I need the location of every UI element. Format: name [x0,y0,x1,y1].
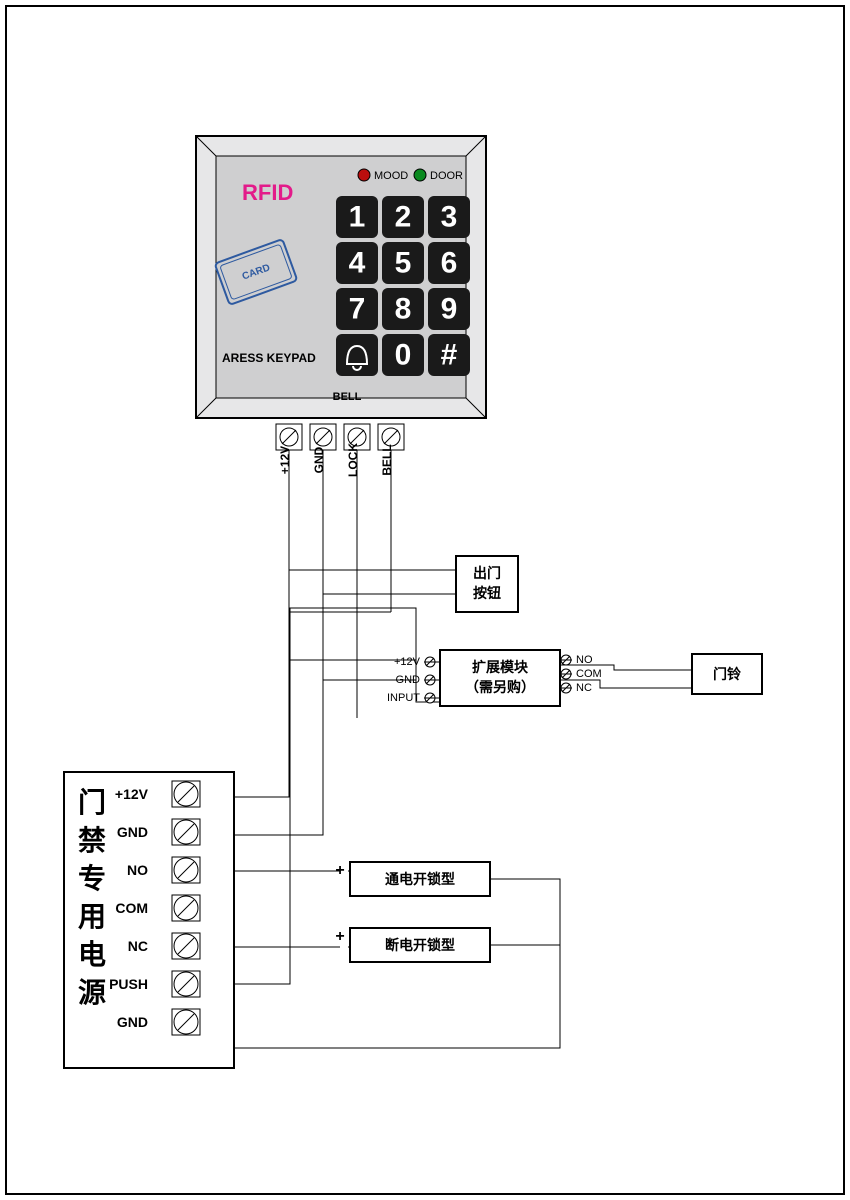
terminal-label: LOCK [346,443,360,477]
bell-text: BELL [333,391,362,403]
led-label: DOOR [430,170,463,182]
svg-text:通电开锁型: 通电开锁型 [385,871,455,887]
brand-label: ARESS KEYPAD [222,351,316,365]
polarity-plus: + [335,928,344,945]
svg-text:NC: NC [576,682,592,694]
psu-title-char: 门 [78,787,106,818]
terminal-label: BELL [380,444,394,475]
svg-text:GND: GND [396,674,421,686]
psu-title-char: 禁 [78,825,106,856]
svg-text:按钮: 按钮 [473,585,501,601]
psu-title-char: 专 [78,863,106,894]
psu-row-label: NO [127,862,148,878]
key-label: # [441,339,458,372]
psu-title-char: 电 [78,939,106,970]
svg-text:NO: NO [576,654,593,666]
key-label: 7 [349,293,366,326]
door-led [414,169,426,181]
key-label: 1 [349,201,366,234]
terminal-label: GND [312,446,326,473]
psu-row-label: PUSH [109,976,148,992]
key-label: 6 [441,247,458,280]
polarity-plus: + [335,862,344,879]
psu-row-label: NC [128,938,148,954]
psu-row-label: COM [115,900,148,916]
mood-led [358,169,370,181]
psu-title-char: 用 [78,901,106,932]
svg-text:扩展模块: 扩展模块 [472,659,529,675]
svg-text:门铃: 门铃 [713,666,741,682]
wire [210,879,560,1048]
svg-text:断电开锁型: 断电开锁型 [385,937,455,953]
key-label: 4 [349,247,366,280]
terminal-label: +12V [278,446,292,474]
key-label: 3 [441,201,458,234]
key-label: 5 [395,247,412,280]
wire [210,450,289,797]
svg-text:（需另购）: （需另购） [465,679,535,695]
svg-text:出门: 出门 [473,565,501,581]
psu-row-label: +12V [115,786,149,802]
svg-text:COM: COM [576,668,602,680]
psu-title-char: 源 [78,977,106,1008]
led-label: MOOD [374,170,408,182]
psu-row-label: GND [117,824,148,840]
svg-text:+12V: +12V [394,656,421,668]
psu-row-label: GND [117,1014,148,1030]
wire [357,608,440,702]
key-label: 9 [441,293,458,326]
rfid-title: RFID [242,180,293,205]
key-label: 8 [395,293,412,326]
svg-text:INPUT: INPUT [387,692,420,704]
key-label: 2 [395,201,412,234]
key-label: 0 [395,339,412,372]
